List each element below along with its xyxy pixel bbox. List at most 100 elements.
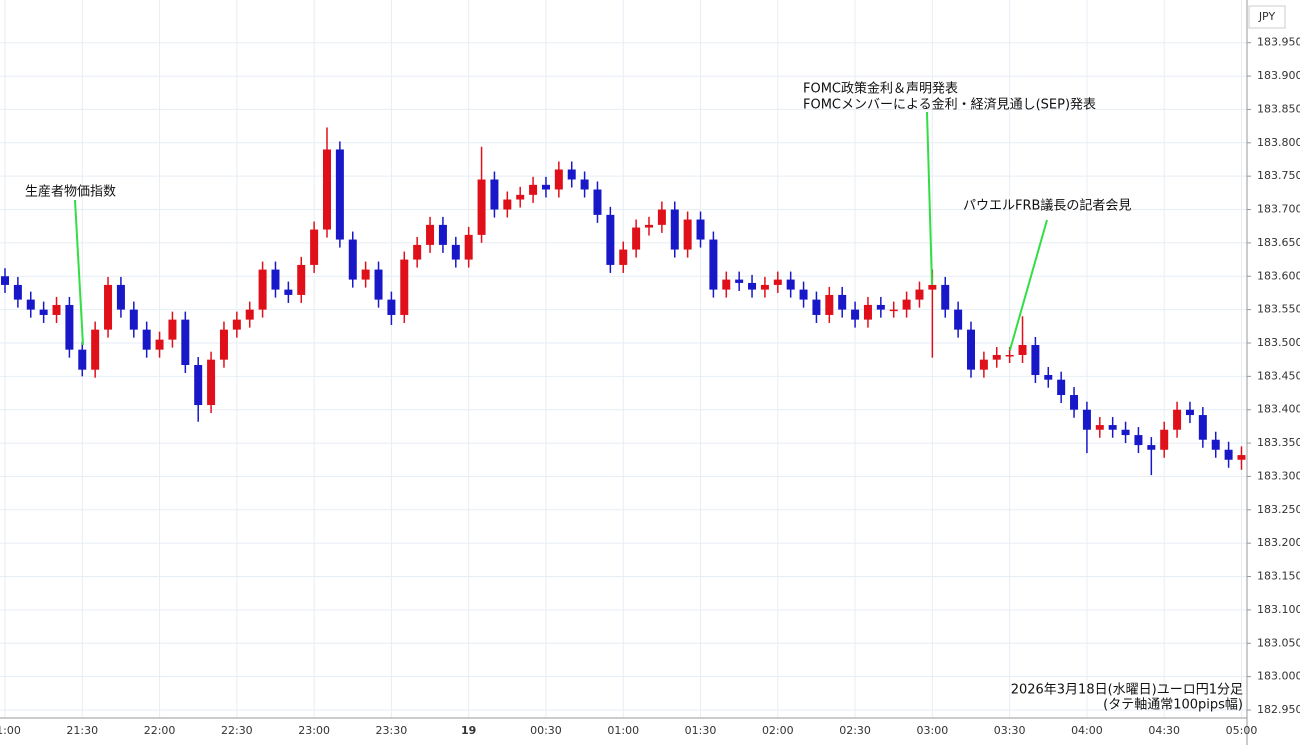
candle-body xyxy=(91,329,100,370)
candle-body xyxy=(361,269,370,280)
y-tick-label: 183.700 xyxy=(1257,203,1300,216)
y-tick-label: 183.750 xyxy=(1257,169,1300,182)
candle-body xyxy=(194,365,203,406)
candle-body xyxy=(271,269,280,290)
candle-body xyxy=(619,249,628,265)
y-tick-label: 183.050 xyxy=(1257,636,1300,649)
candle-body xyxy=(65,304,74,350)
candle-body xyxy=(760,284,769,290)
candle-body xyxy=(670,209,679,250)
candle-body xyxy=(876,304,885,310)
candle-body xyxy=(258,269,267,310)
candle-body xyxy=(606,214,615,265)
y-tick-label: 183.150 xyxy=(1257,570,1300,583)
candle-body xyxy=(722,279,731,290)
candle-body xyxy=(219,329,228,360)
candle-body xyxy=(915,289,924,300)
candle-body xyxy=(1070,395,1079,410)
candle-body xyxy=(438,224,447,245)
candle-body xyxy=(464,234,473,260)
y-tick-label: 183.650 xyxy=(1257,236,1300,249)
x-tick-label: 00:30 xyxy=(530,724,562,737)
candle-body xyxy=(155,339,164,350)
y-tick-label: 183.850 xyxy=(1257,102,1300,115)
candle-body xyxy=(851,309,860,320)
caption: (タテ軸通常100pips幅) xyxy=(1103,698,1243,713)
x-tick-label: 19 xyxy=(461,724,476,737)
candle-body xyxy=(1211,439,1220,450)
candle-body xyxy=(348,239,357,280)
candle-body xyxy=(902,299,911,310)
candle-body xyxy=(1173,409,1182,430)
y-tick-label: 183.400 xyxy=(1257,403,1300,416)
y-tick-label: 183.550 xyxy=(1257,303,1300,316)
candle-body xyxy=(567,169,576,180)
candle-body xyxy=(645,224,653,228)
x-tick-label: 21:30 xyxy=(66,724,98,737)
candle-body xyxy=(928,284,937,290)
y-tick-label: 183.100 xyxy=(1257,603,1300,616)
candle-body xyxy=(413,244,422,260)
candle-body xyxy=(26,299,35,310)
candle-body xyxy=(838,294,847,310)
x-tick-label: 03:00 xyxy=(917,724,949,737)
annotation-pointer xyxy=(926,111,933,286)
x-tick-label: 23:30 xyxy=(376,724,408,737)
candle-body xyxy=(593,189,602,215)
candle-body xyxy=(39,309,48,315)
candle-body xyxy=(142,329,151,350)
candle-body xyxy=(1031,344,1040,376)
candle-body xyxy=(541,184,550,190)
candle-body xyxy=(232,319,241,330)
x-tick-label: 04:30 xyxy=(1148,724,1180,737)
candle-body xyxy=(799,289,808,300)
x-tick-label: 23:00 xyxy=(298,724,330,737)
y-tick-label: 183.800 xyxy=(1257,136,1300,149)
candle-body xyxy=(1185,409,1194,416)
candle-body xyxy=(181,319,190,366)
y-tick-label: 183.300 xyxy=(1257,469,1300,482)
x-tick-label: 22:30 xyxy=(221,724,253,737)
annotation: 生産者物価指数 xyxy=(25,184,116,200)
candle-body xyxy=(1005,354,1014,357)
grid xyxy=(0,0,1251,718)
y-tick-label: 183.900 xyxy=(1257,69,1300,82)
candle-body xyxy=(129,309,138,330)
candle-body xyxy=(387,299,396,315)
x-tick-label: 21:00 xyxy=(0,724,21,737)
annotation-pointer xyxy=(1009,219,1048,351)
candle-body xyxy=(735,279,744,283)
candle-body xyxy=(400,259,409,315)
candle-body xyxy=(1095,425,1104,430)
candle-body xyxy=(104,284,113,330)
candle-body xyxy=(825,294,834,315)
y-tick-label: 183.450 xyxy=(1257,369,1300,382)
candle-body xyxy=(490,179,499,210)
candle-body xyxy=(503,199,512,210)
candle-body xyxy=(812,299,821,315)
candle-body xyxy=(516,194,525,200)
candle-body xyxy=(297,264,306,295)
caption: 2026年3月18日(水曜日)ユーロ円1分足 xyxy=(1011,683,1243,698)
candle-body xyxy=(284,289,293,295)
candle-body xyxy=(1044,375,1053,380)
candle-body xyxy=(786,279,795,290)
x-tick-label: 05:00 xyxy=(1226,724,1258,737)
candle-body xyxy=(1224,449,1233,460)
annotation-pointer xyxy=(74,199,84,346)
candle-body xyxy=(580,179,589,190)
candle-body xyxy=(632,227,641,250)
candle-body xyxy=(1147,445,1156,450)
candle-body xyxy=(310,229,319,265)
candle-body xyxy=(863,304,872,320)
y-tick-label: 183.600 xyxy=(1257,269,1300,282)
annotation: パウエルFRB議長の記者会見 xyxy=(963,198,1131,214)
candle-body xyxy=(1121,429,1130,436)
candle-body xyxy=(335,149,344,240)
x-tick-label: 04:00 xyxy=(1071,724,1103,737)
candle-body xyxy=(116,284,125,310)
candle-body xyxy=(1057,379,1066,396)
candle-body xyxy=(1237,455,1246,460)
candle-body xyxy=(78,349,87,370)
